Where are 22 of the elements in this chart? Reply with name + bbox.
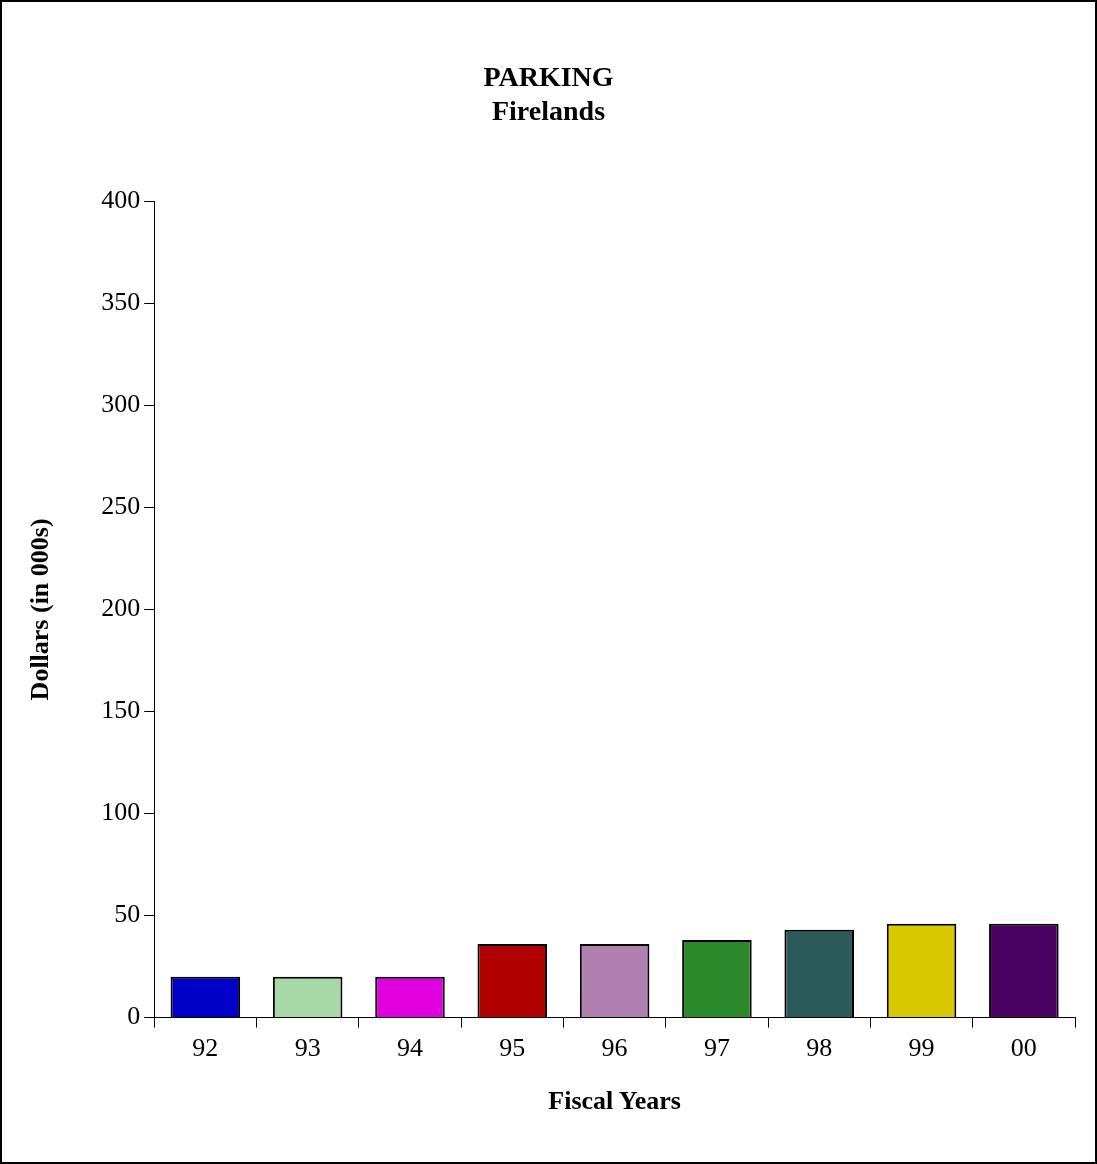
x-tick-label: 99 — [908, 1033, 935, 1063]
y-tick-label: 250 — [101, 491, 141, 521]
x-tick-label: 00 — [1010, 1033, 1037, 1063]
chart-title: PARKING — [483, 61, 614, 93]
y-tick-label: 50 — [114, 899, 141, 929]
x-tick-label: 95 — [499, 1033, 526, 1063]
y-tick-label: 150 — [101, 695, 141, 725]
chart-subtitle: Firelands — [491, 94, 606, 126]
x-axis-title: Fiscal Years — [548, 1086, 681, 1116]
x-tick-label: 92 — [192, 1033, 219, 1063]
y-axis-title: Dollars (in 000s) — [25, 518, 55, 701]
x-tick-label: 94 — [396, 1033, 423, 1063]
y-tick-label: 350 — [101, 287, 141, 317]
x-tick-label: 97 — [703, 1033, 730, 1063]
y-tick-label: 200 — [101, 593, 141, 623]
x-tick-label: 98 — [806, 1033, 833, 1063]
y-tick-label: 400 — [101, 185, 141, 215]
x-tick-label: 96 — [601, 1033, 628, 1063]
y-tick-label: 300 — [101, 389, 141, 419]
x-tick-label: 93 — [294, 1033, 321, 1063]
y-tick-label: 0 — [127, 1001, 141, 1031]
y-tick-label: 100 — [101, 797, 141, 827]
